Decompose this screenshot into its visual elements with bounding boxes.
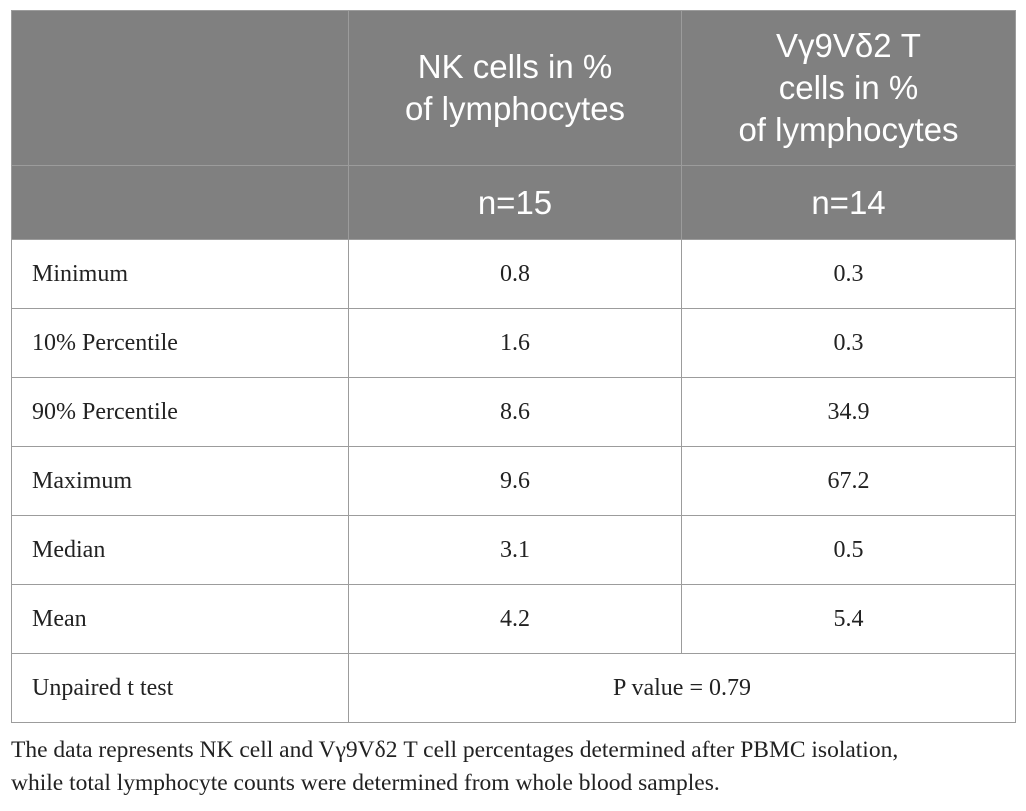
row-label: Maximum [11,446,349,516]
row-label: Median [11,515,349,585]
header-row-sample-size: n=15 n=14 [11,165,1016,240]
vg9vd2-value: 5.4 [681,584,1016,654]
vg9vd2-value: 0.3 [681,308,1016,378]
table-row: Maximum 9.6 67.2 [11,446,1016,516]
test-label: Unpaired t test [11,653,349,723]
table-footnote: The data represents NK cell and Vγ9Vδ2 T… [11,734,1021,800]
table-row: 90% Percentile 8.6 34.9 [11,377,1016,447]
p-value: P value = 0.79 [348,653,1016,723]
header-nk-cells: NK cells in % of lymphocytes [348,10,682,166]
row-label: Mean [11,584,349,654]
header-vg9vd2-cells: Vγ9Vδ2 T cells in % of lymphocytes [681,10,1016,166]
nk-value: 9.6 [348,446,682,516]
table-row: Mean 4.2 5.4 [11,584,1016,654]
nk-value: 8.6 [348,377,682,447]
vg9vd2-value: 34.9 [681,377,1016,447]
nk-value: 1.6 [348,308,682,378]
table-row: Median 3.1 0.5 [11,515,1016,585]
nk-value: 0.8 [348,239,682,309]
header-empty-cell [11,10,349,166]
vg9vd2-value: 67.2 [681,446,1016,516]
vg9vd2-value: 0.5 [681,515,1016,585]
footnote-line-2: while total lymphocyte counts were deter… [11,770,720,796]
header-vg9vd2-n: n=14 [681,165,1016,240]
nk-value: 4.2 [348,584,682,654]
row-label: 10% Percentile [11,308,349,378]
test-row: Unpaired t test P value = 0.79 [11,653,1016,723]
header-row-titles: NK cells in % of lymphocytes Vγ9Vδ2 T ce… [11,10,1016,166]
statistics-table: NK cells in % of lymphocytes Vγ9Vδ2 T ce… [11,10,1016,723]
row-label: Minimum [11,239,349,309]
row-label: 90% Percentile [11,377,349,447]
table-row: Minimum 0.8 0.3 [11,239,1016,309]
nk-value: 3.1 [348,515,682,585]
header-empty-cell [11,165,349,240]
header-nk-n: n=15 [348,165,682,240]
vg9vd2-value: 0.3 [681,239,1016,309]
footnote-line-1: The data represents NK cell and Vγ9Vδ2 T… [11,737,899,763]
table-row: 10% Percentile 1.6 0.3 [11,308,1016,378]
